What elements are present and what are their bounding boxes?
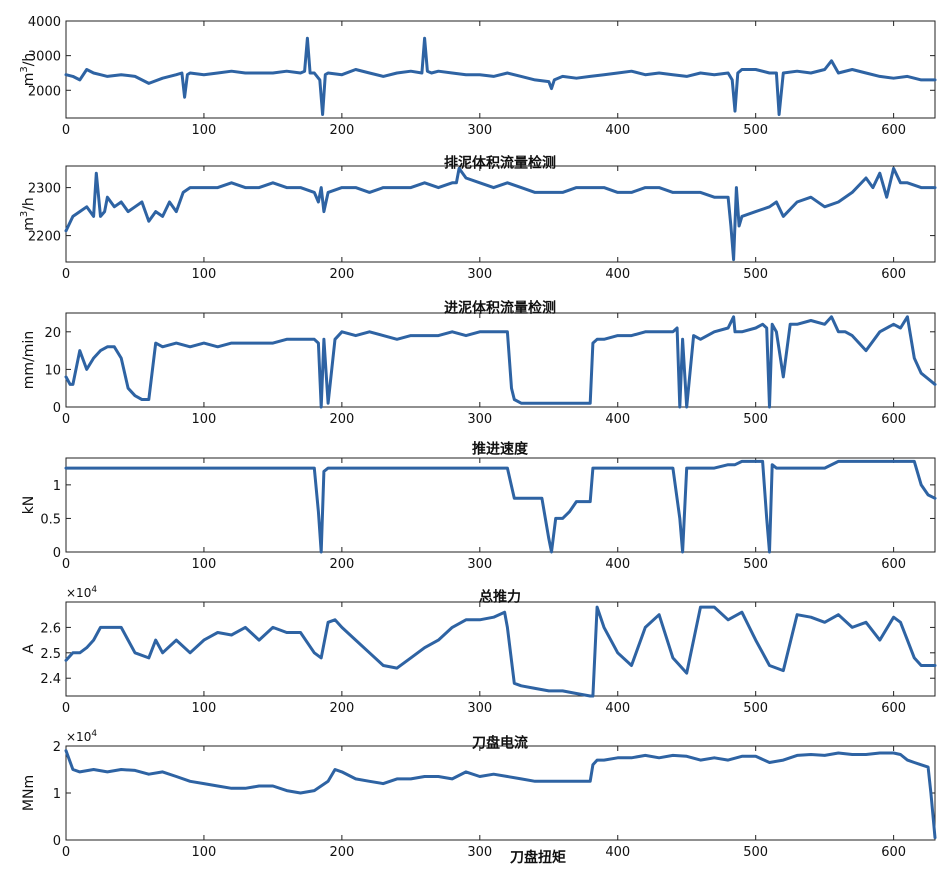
- x-tick-label: 400: [605, 123, 630, 138]
- subplot-title: 刀盘电流: [472, 735, 528, 752]
- x-tick-label: 200: [329, 267, 354, 282]
- x-tick-label: 600: [881, 557, 906, 572]
- x-tick-label: 200: [329, 701, 354, 716]
- series-line-5-1: [64, 605, 937, 698]
- subplot-title: 总推力: [479, 589, 521, 606]
- plot-frame: [65, 601, 936, 697]
- subplot-6: 0 100 200 300 400 500 600 0 1 2 MNm ×104 刀盘电流: [21, 729, 937, 860]
- subplot-title: 推进速度: [472, 441, 529, 458]
- x-tick-label: 600: [881, 845, 906, 860]
- x-tick-label: 400: [605, 557, 630, 572]
- y-tick-label: 2: [53, 740, 61, 755]
- x-tick-label: 300: [467, 267, 492, 282]
- x-tick-label: 0: [62, 845, 70, 860]
- x-tick-label: 100: [192, 701, 217, 716]
- x-tick-label: 0: [62, 557, 70, 572]
- x-tick-label: 0: [62, 123, 70, 138]
- x-tick-label: 0: [62, 701, 70, 716]
- x-tick-label: 200: [329, 845, 354, 860]
- y-tick-label: 0: [53, 546, 61, 561]
- plot-frame: [65, 165, 936, 263]
- x-tick-label: 100: [192, 267, 217, 282]
- x-tick-label: 400: [605, 845, 630, 860]
- y-tick-label: 2.5: [40, 647, 61, 662]
- x-tick-label: 500: [743, 412, 768, 427]
- subplot-title: 进泥体积流量检测: [444, 300, 556, 317]
- series-line-3-1: [64, 315, 937, 409]
- y-axis-label: mm/min: [21, 331, 37, 389]
- y-tick-label: 2000: [28, 84, 61, 99]
- x-tick-label: 0: [62, 412, 70, 427]
- y-tick-label: 1: [53, 787, 61, 802]
- x-tick-label: 100: [192, 412, 217, 427]
- x-tick-label: 500: [743, 123, 768, 138]
- subplot-4: 0 100 200 300 400 500 600 0 0.5 1 kN 推进速度: [21, 441, 937, 572]
- x-tick-label: 500: [743, 267, 768, 282]
- y-tick-label: 2.6: [40, 621, 61, 636]
- y-axis-label: MNm: [21, 775, 37, 811]
- plot-frame: [65, 20, 936, 119]
- y-axis-label: A: [21, 644, 37, 654]
- x-tick-label: 600: [881, 267, 906, 282]
- x-tick-label: 600: [881, 412, 906, 427]
- series-line-4-1: [64, 459, 937, 554]
- y-axis-label: kN: [21, 496, 37, 515]
- subplot-1: 0 100 200 300 400 500 600 2000 3000 4000 m3/h: [19, 15, 937, 138]
- y-tick-label: 2200: [28, 230, 61, 245]
- x-tick-label: 500: [743, 845, 768, 860]
- x-tick-label: 100: [192, 557, 217, 572]
- y-tick-label: 20: [44, 326, 61, 341]
- x-tick-label: 200: [329, 557, 354, 572]
- y-tick-label: 0: [53, 401, 61, 416]
- y-tick-label: 2300: [28, 182, 61, 197]
- y-exponent-label: ×104: [66, 585, 97, 600]
- y-axis-label: m3/h: [19, 53, 37, 87]
- x-tick-label: 500: [743, 557, 768, 572]
- y-tick-label: 3000: [28, 50, 61, 65]
- x-tick-label: 300: [467, 123, 492, 138]
- subplot-title: 排泥体积流量检测: [444, 155, 556, 172]
- x-tick-label: 0: [62, 267, 70, 282]
- x-tick-label: 400: [605, 412, 630, 427]
- plot-frame: [65, 745, 936, 841]
- x-tick-label: 200: [329, 123, 354, 138]
- y-tick-label: 1: [53, 479, 61, 494]
- x-tick-label: 100: [192, 845, 217, 860]
- plot-frame: [65, 457, 936, 553]
- x-tick-label: 600: [881, 701, 906, 716]
- y-tick-label: 2.4: [40, 672, 61, 687]
- x-tick-label: 200: [329, 412, 354, 427]
- y-axis-label: m3/h: [19, 197, 37, 231]
- subplot-5: 0 100 200 300 400 500 600 2.4 2.5 2.6A ×104 总推力: [21, 585, 937, 716]
- series-line-6-1: [64, 749, 937, 840]
- subplot-3: 0 100 200 300 400 500 600 0 10 20 mm/min 进泥体积流量检测: [21, 300, 937, 427]
- plot-frame: [65, 312, 936, 408]
- x-tick-label: 400: [605, 267, 630, 282]
- x-tick-label: 300: [467, 845, 492, 860]
- y-tick-label: 10: [44, 363, 61, 378]
- x-tick-label: 300: [467, 412, 492, 427]
- x-tick-label: 500: [743, 701, 768, 716]
- x-tick-label: 300: [467, 701, 492, 716]
- y-tick-label: 0.5: [40, 512, 61, 527]
- series-line-2-1: [64, 166, 937, 262]
- y-tick-label: 4000: [28, 15, 61, 30]
- y-tick-label: 0: [53, 834, 61, 849]
- x-tick-label: 600: [881, 123, 906, 138]
- chart-title-bottom: 刀盘扭矩: [510, 849, 566, 866]
- series-line-1-1: [64, 36, 937, 116]
- x-tick-label: 100: [192, 123, 217, 138]
- x-tick-label: 300: [467, 557, 492, 572]
- x-tick-label: 400: [605, 701, 630, 716]
- y-exponent-label: ×104: [66, 729, 97, 744]
